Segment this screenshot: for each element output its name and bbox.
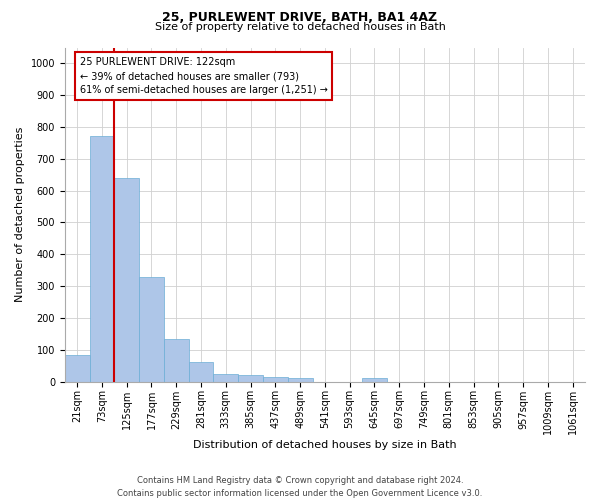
Bar [362, 378, 387, 382]
Bar [89, 136, 115, 382]
Bar [238, 375, 263, 382]
Bar [65, 355, 89, 382]
Bar [263, 377, 288, 382]
Y-axis label: Number of detached properties: Number of detached properties [15, 127, 25, 302]
Text: 25 PURLEWENT DRIVE: 122sqm
← 39% of detached houses are smaller (793)
61% of sem: 25 PURLEWENT DRIVE: 122sqm ← 39% of deta… [80, 57, 328, 95]
Bar [188, 362, 214, 382]
Bar [139, 276, 164, 382]
Text: Size of property relative to detached houses in Bath: Size of property relative to detached ho… [155, 22, 445, 32]
Text: 25, PURLEWENT DRIVE, BATH, BA1 4AZ: 25, PURLEWENT DRIVE, BATH, BA1 4AZ [163, 11, 437, 24]
Bar [115, 178, 139, 382]
Text: Contains HM Land Registry data © Crown copyright and database right 2024.
Contai: Contains HM Land Registry data © Crown c… [118, 476, 482, 498]
Bar [288, 378, 313, 382]
X-axis label: Distribution of detached houses by size in Bath: Distribution of detached houses by size … [193, 440, 457, 450]
Bar [214, 374, 238, 382]
Bar [164, 339, 188, 382]
